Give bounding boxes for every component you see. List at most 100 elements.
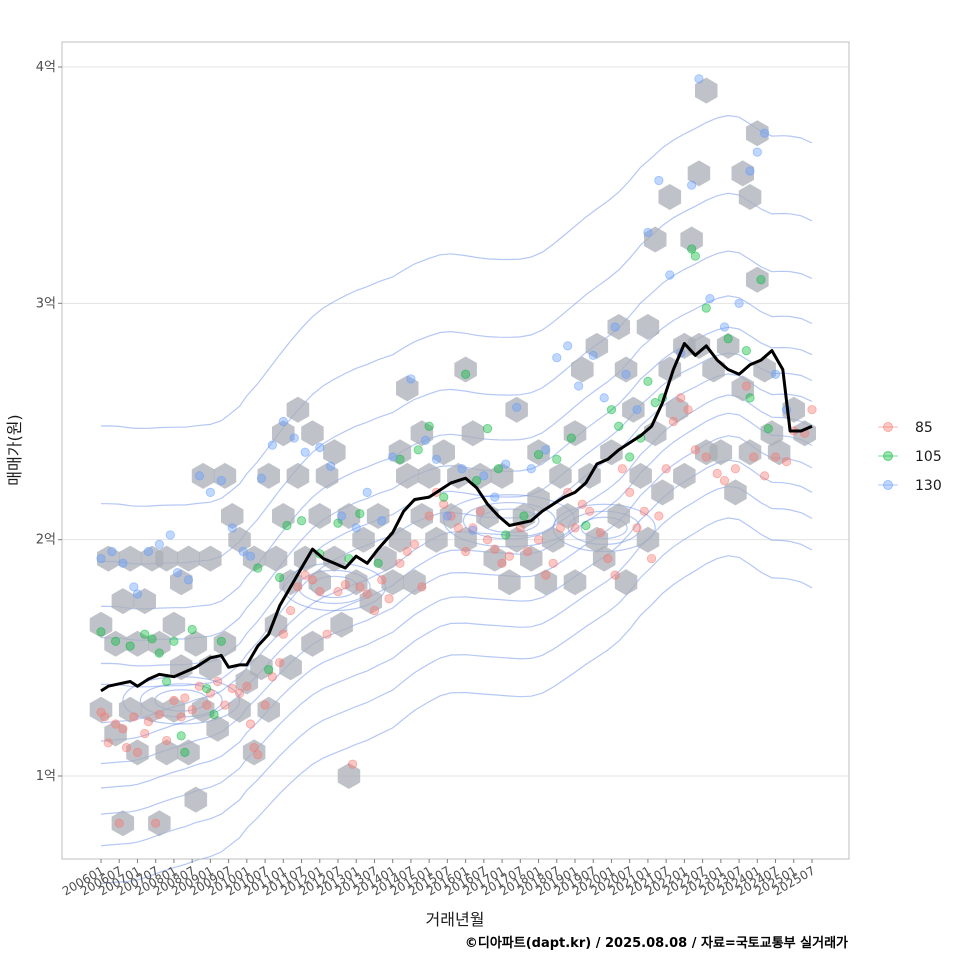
point-85 xyxy=(759,471,770,481)
point-85 xyxy=(468,523,478,533)
hex-bin xyxy=(687,160,711,187)
point-130 xyxy=(326,461,336,472)
point-130 xyxy=(632,405,642,415)
point-130 xyxy=(490,492,500,502)
point-130 xyxy=(96,553,106,564)
point-85 xyxy=(194,681,205,691)
point-85 xyxy=(683,405,693,415)
legend-key-dot xyxy=(883,422,893,432)
hex-bin xyxy=(403,569,426,596)
point-105 xyxy=(154,648,164,658)
point-85 xyxy=(205,688,215,698)
point-130 xyxy=(183,575,194,585)
hex-bin xyxy=(468,462,492,489)
point-130 xyxy=(194,471,205,481)
hex-bin xyxy=(746,266,769,293)
x-axis-title: 거래년월 xyxy=(426,910,485,929)
point-130 xyxy=(745,166,755,176)
point-130 xyxy=(337,511,347,521)
point-85 xyxy=(639,506,649,516)
point-85 xyxy=(577,499,587,509)
kde-contour-line xyxy=(100,114,813,430)
point-85 xyxy=(625,487,635,497)
hex-bin xyxy=(155,739,178,766)
hex-bin xyxy=(170,654,193,681)
kde-contour-line xyxy=(100,459,813,789)
hex-bin xyxy=(541,526,565,553)
hex-bin xyxy=(534,569,558,596)
hex-bin xyxy=(417,462,441,489)
hex-bin xyxy=(184,630,208,657)
point-130 xyxy=(267,440,277,450)
point-85 xyxy=(253,750,263,760)
point-130 xyxy=(406,374,416,384)
point-130 xyxy=(216,475,226,486)
point-130 xyxy=(442,511,452,521)
hex-bin xyxy=(286,462,310,489)
point-85 xyxy=(719,475,730,486)
point-105 xyxy=(282,520,292,531)
point-130 xyxy=(238,546,248,557)
point-130 xyxy=(431,454,442,464)
hex-bin xyxy=(527,486,550,513)
hex-bin xyxy=(396,462,419,489)
point-85 xyxy=(275,657,285,668)
point-85 xyxy=(234,688,245,698)
point-130 xyxy=(362,487,372,497)
hex-bin xyxy=(490,462,514,489)
hex-bin xyxy=(505,526,528,553)
hex-bin xyxy=(352,526,375,553)
point-85 xyxy=(533,535,544,545)
point-85 xyxy=(617,464,628,474)
hex-bin xyxy=(279,654,302,681)
hex-bin xyxy=(111,810,135,837)
point-85 xyxy=(260,700,270,710)
point-105 xyxy=(566,433,576,443)
point-85 xyxy=(632,523,642,533)
hex-bin xyxy=(636,314,660,340)
point-85 xyxy=(202,700,212,710)
point-105 xyxy=(110,636,121,646)
hex-bin xyxy=(622,396,645,423)
panel-border xyxy=(61,41,850,860)
point-105 xyxy=(125,641,135,651)
point-85 xyxy=(114,818,124,828)
hex-bin xyxy=(366,503,390,529)
hex-bin xyxy=(563,420,587,447)
point-130 xyxy=(541,445,551,455)
hex-bin xyxy=(651,479,674,506)
hex-bins xyxy=(89,77,816,837)
point-130 xyxy=(165,530,175,540)
point-130 xyxy=(457,464,467,474)
point-85 xyxy=(781,457,792,467)
point-85 xyxy=(490,544,500,554)
hex-bin xyxy=(585,332,609,359)
point-130 xyxy=(552,353,562,363)
y-tick-label: 3억 xyxy=(36,296,56,311)
point-105 xyxy=(701,303,711,313)
hex-bin xyxy=(454,526,477,553)
hex-bin xyxy=(345,569,368,596)
point-130 xyxy=(315,442,325,453)
hex-bin xyxy=(614,356,638,383)
hex-bin xyxy=(410,503,434,529)
point-105 xyxy=(180,747,190,757)
hex-bin xyxy=(301,420,324,447)
point-105 xyxy=(533,449,544,460)
point-85 xyxy=(504,551,514,561)
point-85 xyxy=(121,743,132,753)
point-105 xyxy=(625,452,635,462)
point-105 xyxy=(650,397,660,408)
point-85 xyxy=(103,738,113,748)
point-85 xyxy=(278,629,288,639)
hex-bin xyxy=(432,439,455,466)
point-85 xyxy=(220,700,230,710)
point-105 xyxy=(169,636,179,646)
point-85 xyxy=(110,719,121,729)
point-130 xyxy=(227,523,237,533)
point-105 xyxy=(413,445,423,455)
point-130 xyxy=(377,516,387,526)
hex-bin xyxy=(118,696,142,723)
hex-bin xyxy=(337,763,361,789)
hex-bin xyxy=(549,462,572,489)
